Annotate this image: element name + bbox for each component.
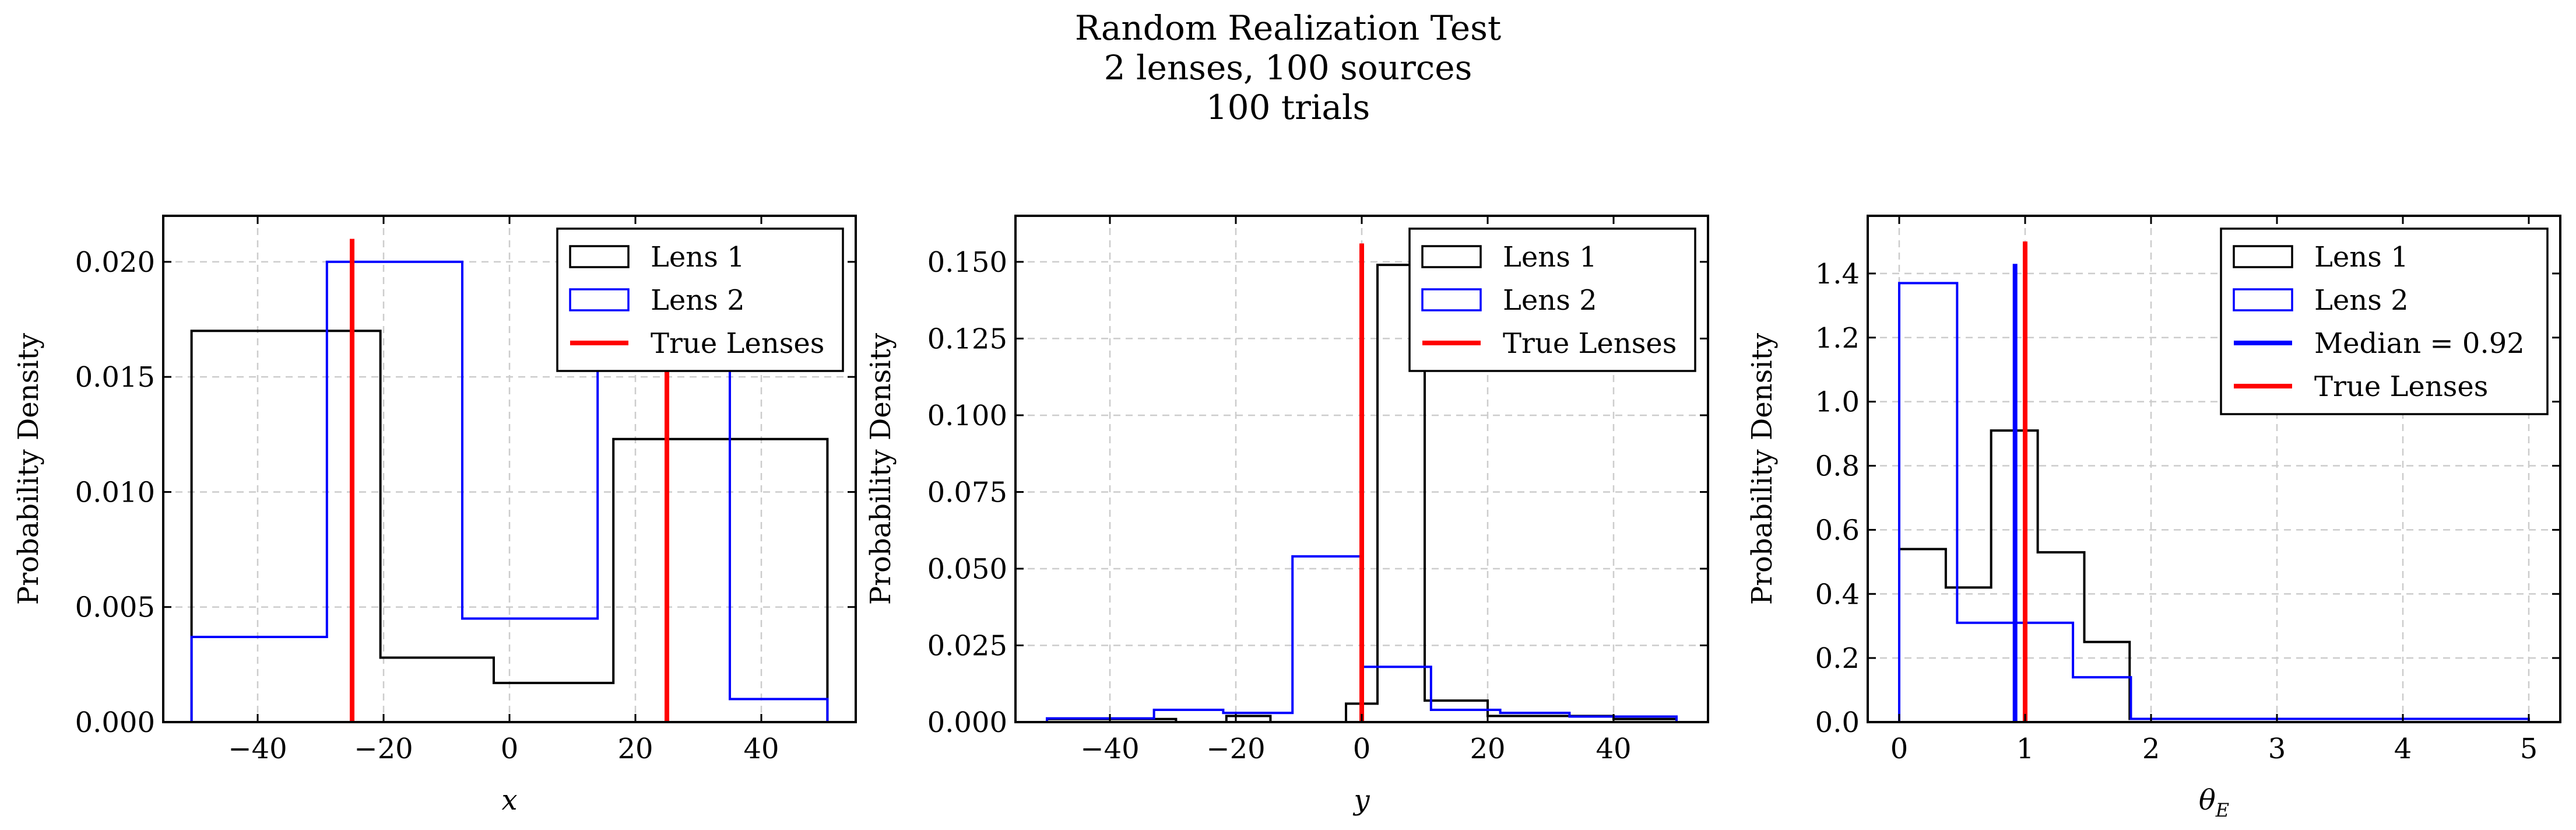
x-tick-label: 0	[501, 733, 519, 765]
x-axis-label: y	[1352, 784, 1370, 817]
y-tick-label: 1.0	[1815, 386, 1860, 419]
x-tick-label: 2	[2142, 733, 2160, 765]
x-tick-label: 1	[2016, 733, 2034, 765]
y-tick-label: 0.2	[1815, 642, 1860, 675]
legend-label: Lens 1	[651, 241, 745, 274]
axes-frame	[1867, 215, 2561, 723]
y-tick-label: 0.020	[75, 246, 155, 279]
y-tick-label: 0.0	[1815, 706, 1860, 739]
y-tick-label: 0.4	[1815, 578, 1860, 611]
histogram-lens-2	[190, 260, 829, 722]
x-tick-label: 3	[2268, 733, 2286, 765]
chart-panel-2: −40 −20 0 20 40 0.000 0.025 0.050 0.075 0.100 0.12…	[864, 215, 1709, 817]
legend-label: Lens 1	[2314, 241, 2409, 274]
figure-title-line: 2 lenses, 100 sources	[1104, 48, 1472, 87]
chart-panel-3: 0 1 2 3 4 5 0.0 0.2 0.4 0.6 0.8 1.0 1.2 1.4 Probabilit…	[1746, 215, 2561, 821]
y-tick-label: 0.6	[1815, 514, 1860, 547]
y-tick-label: 1.4	[1815, 258, 1860, 290]
legend-label: True Lenses	[1503, 327, 1677, 360]
histogram-lens-1	[190, 330, 829, 722]
histogram-lens-1	[1898, 429, 2530, 722]
legend-label: True Lenses	[651, 327, 824, 360]
legend-frame	[1408, 227, 1696, 372]
x-tick-label: 40	[1595, 733, 1631, 765]
y-tick-label: 0.015	[75, 361, 155, 394]
legend-swatch-lens-1	[569, 245, 630, 268]
plot-data	[1898, 241, 2530, 722]
y-tick-label: 0.050	[927, 553, 1007, 586]
chart-panel-1: −40 −20 0 20 40 0.000 0.005 0.010 0.015 0.020 Prob…	[12, 215, 857, 817]
x-tick-label: 4	[2394, 733, 2412, 765]
legend-frame	[556, 227, 844, 372]
legend: Lens 1 Lens 2 True Lenses	[556, 227, 844, 372]
legend-swatch-lens-1	[1421, 245, 1482, 268]
y-tick-label: 0.025	[927, 629, 1007, 662]
legend-label: Lens 2	[1503, 284, 1597, 317]
x-tick-label: 40	[743, 733, 779, 765]
histogram-lens-2	[1898, 282, 2530, 722]
x-tick-label: 0	[1890, 733, 1909, 765]
figure-title: Random Realization Test 2 lenses, 100 so…	[0, 8, 2576, 127]
y-axis-label: Probability Density	[864, 333, 897, 605]
x-tick-label: 0	[1353, 733, 1371, 765]
legend: Lens 1 Lens 2 Median = 0.92 True Lenses	[2220, 227, 2549, 415]
x-tick-label: −40	[1080, 733, 1139, 765]
y-tick-label: 0.005	[75, 591, 155, 624]
legend-swatch-lens-1	[2233, 245, 2293, 268]
figure-title-line: 100 trials	[1206, 87, 1370, 127]
legend-swatch-lens-2	[2233, 288, 2293, 311]
legend-swatch-lens-2	[1421, 288, 1482, 311]
legend-swatch-lens-2	[569, 288, 630, 311]
x-tick-label: −20	[354, 733, 413, 765]
x-tick-label: 20	[1470, 733, 1505, 765]
legend-label: Lens 2	[651, 284, 745, 317]
legend-label: Lens 2	[2314, 284, 2409, 317]
y-tick-label: 0.100	[927, 400, 1007, 432]
x-tick-label: −40	[228, 733, 287, 765]
y-axis-label: Probability Density	[1746, 333, 1779, 605]
legend-label: Lens 1	[1503, 241, 1597, 274]
x-axis-label: x	[501, 784, 517, 817]
figure-title-line: Random Realization Test	[1074, 8, 1502, 48]
y-tick-label: 0.075	[927, 476, 1007, 509]
y-tick-label: 0.150	[927, 246, 1007, 279]
x-axis-label: θE	[2199, 784, 2229, 821]
y-tick-label: 0.010	[75, 476, 155, 509]
x-tick-label: −20	[1206, 733, 1265, 765]
legend: Lens 1 Lens 2 True Lenses	[1408, 227, 1696, 372]
y-tick-label: 0.000	[927, 706, 1007, 739]
plot-data	[1046, 243, 1678, 722]
y-tick-label: 1.2	[1815, 322, 1860, 355]
y-tick-label: 0.125	[927, 323, 1007, 355]
y-axis-label: Probability Density	[12, 333, 45, 605]
legend-frame	[2220, 227, 2549, 415]
x-tick-label: 20	[617, 733, 653, 765]
legend-label: True Lenses	[2314, 370, 2488, 403]
legend-label: Median = 0.92	[2314, 327, 2525, 360]
x-tick-label: 5	[2520, 733, 2538, 765]
y-tick-label: 0.000	[75, 706, 155, 739]
y-tick-label: 0.8	[1815, 450, 1860, 483]
x-axis-label-subscript: E	[2215, 799, 2229, 821]
